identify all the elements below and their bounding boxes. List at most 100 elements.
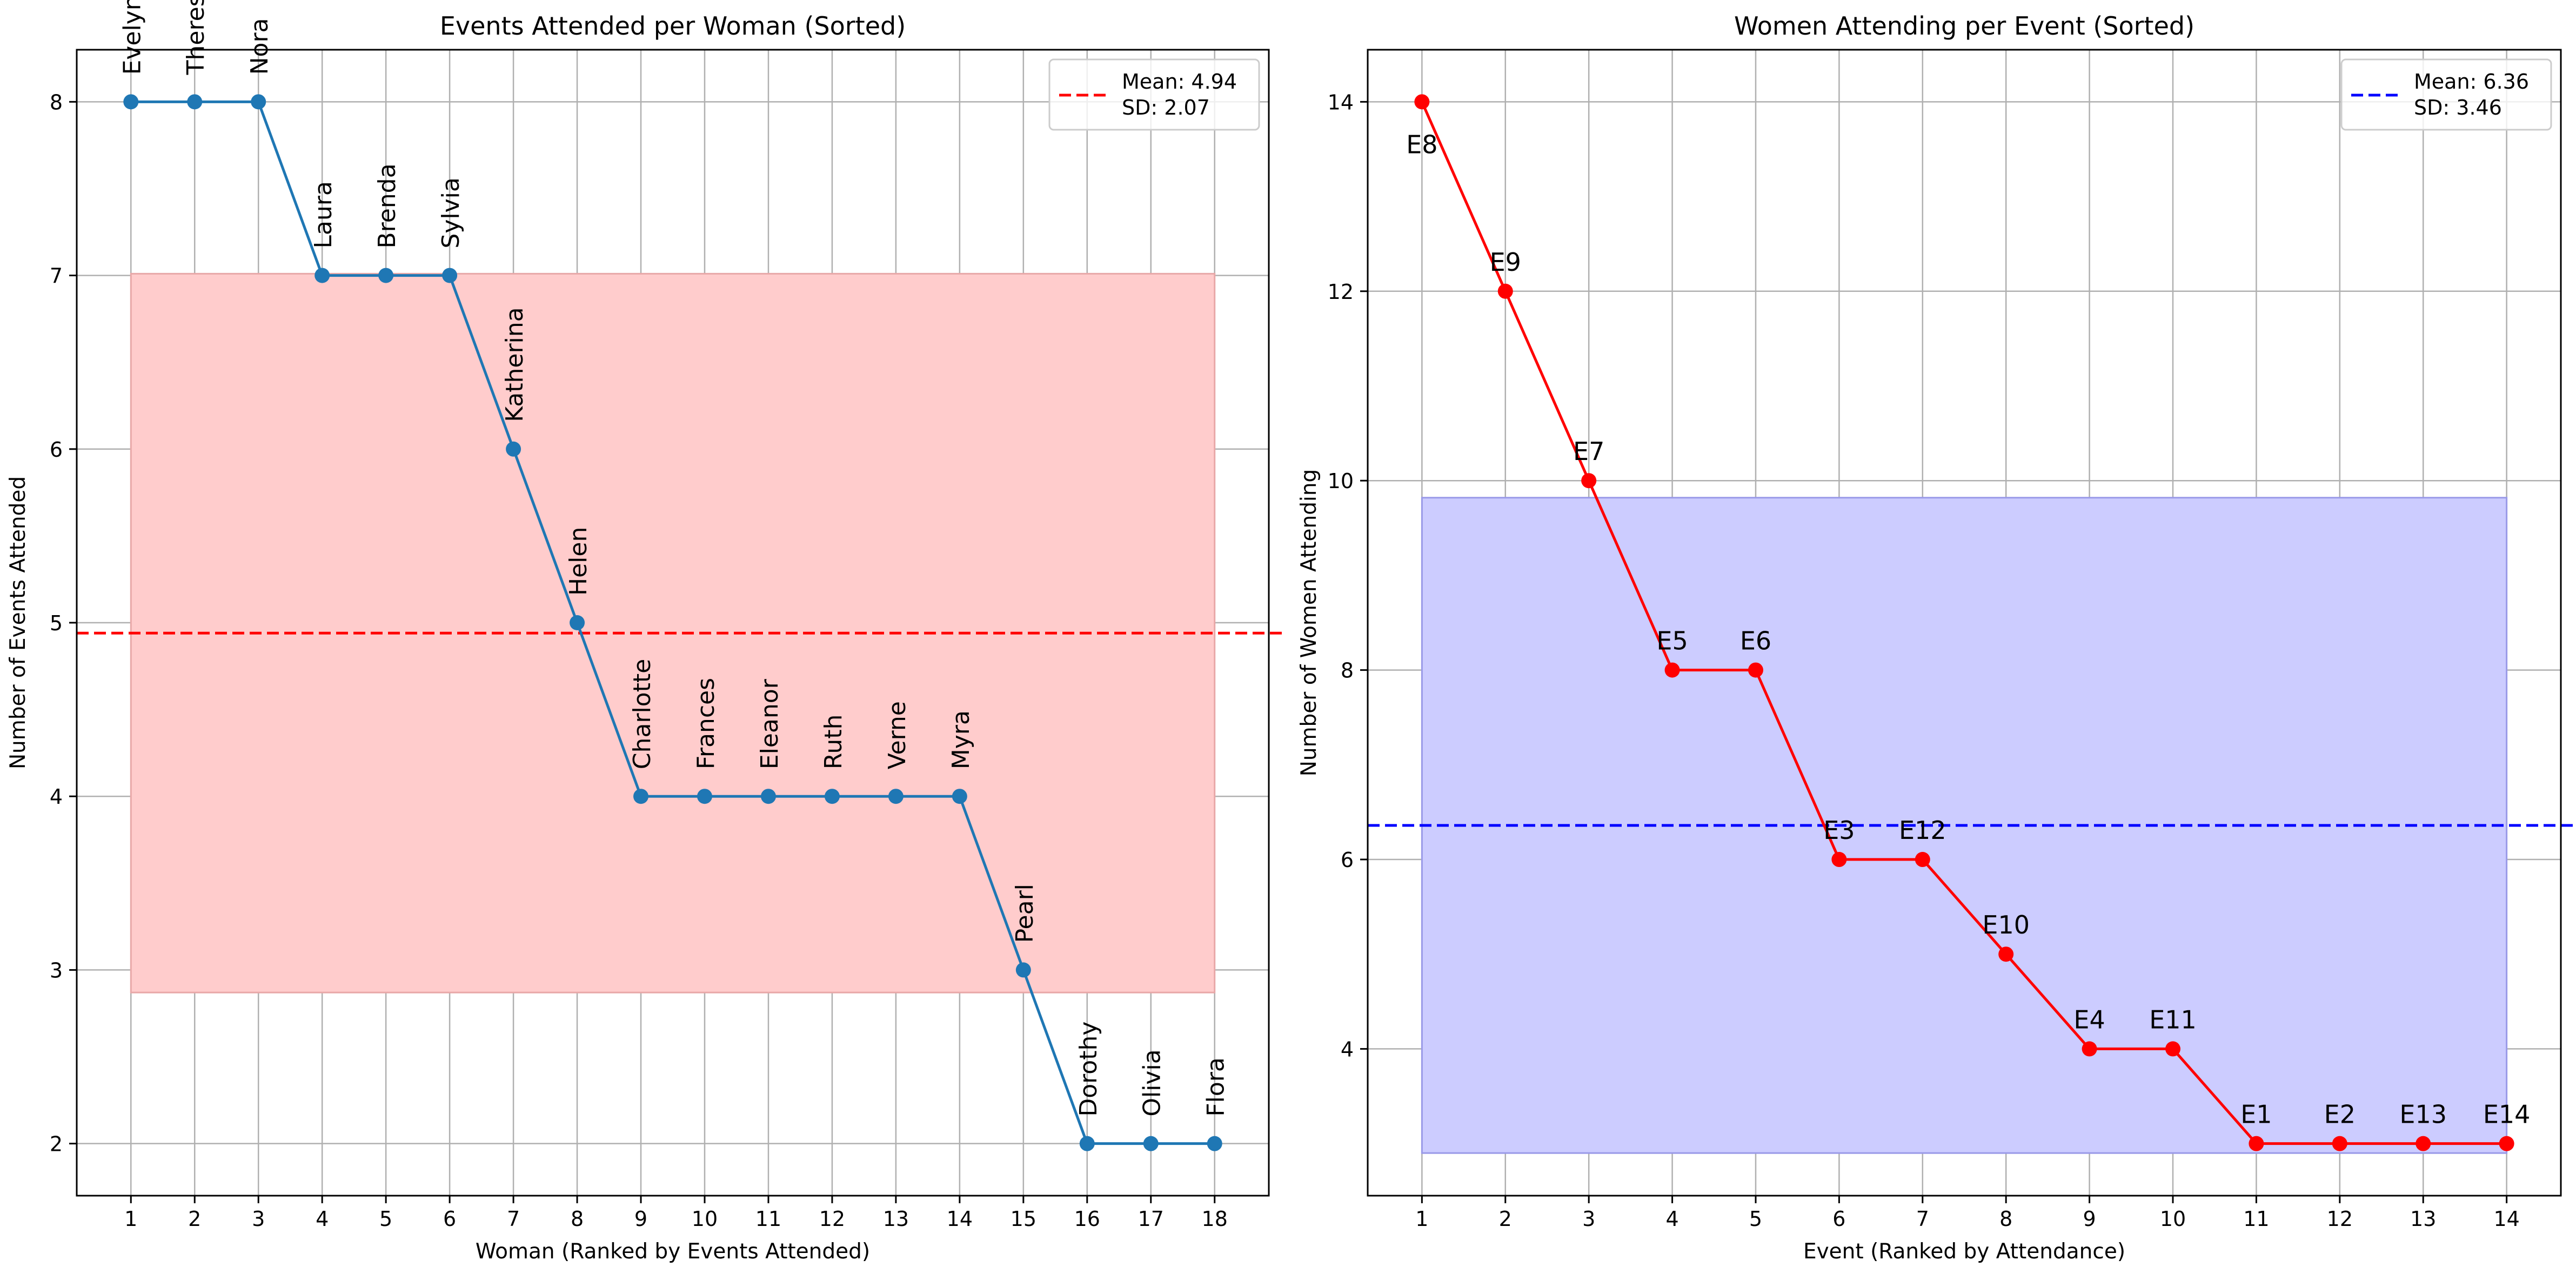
point-label: Brenda [373,163,401,248]
series-line [131,100,1215,1145]
point-label: Pearl [1011,884,1039,943]
series-line [1421,101,2507,1145]
x-tick-label: 11 [755,1207,781,1231]
point-label: Frances [692,678,720,769]
data-point [1079,1136,1095,1151]
data-point [1207,1136,1222,1151]
point-label: Ruth [820,715,847,770]
data-point [2332,1136,2347,1151]
x-tick-label: 3 [252,1207,265,1231]
x-tick-label: 14 [2493,1207,2519,1231]
x-tick-label: 5 [1749,1207,1762,1231]
data-point [1015,962,1031,978]
data-points [1414,94,2514,1151]
point-label: E5 [1656,626,1688,656]
x-tick-label: 17 [1138,1207,1164,1231]
legend-box [1048,58,1260,131]
legend-box [2340,58,2552,131]
x-tick-label: 4 [316,1207,329,1231]
data-point [123,94,139,110]
point-label: Olivia [1139,1049,1166,1116]
y-tick-label: 3 [50,958,63,982]
data-point [315,268,330,283]
x-tick-label: 13 [883,1207,909,1231]
series-polyline [1421,101,2507,1145]
point-label: Flora [1202,1057,1230,1117]
x-tick-label: 1 [1415,1207,1428,1231]
x-tick-label: 7 [1916,1207,1929,1231]
data-point [1664,662,1680,678]
point-label: E3 [1823,816,1855,845]
x-tick-label: 10 [2160,1207,2186,1231]
point-label: E7 [1573,437,1604,466]
data-point [1143,1136,1159,1151]
data-point [633,789,649,804]
data-point [824,789,840,804]
y-tick-label: 4 [50,785,63,809]
legend-mean-text: Mean: 4.94 [1122,70,1237,94]
y-ticks: 2 3 4 5 6 7 8 [50,90,77,1156]
point-label: E4 [2073,1005,2105,1034]
x-tick-label: 9 [634,1207,647,1231]
data-point [570,615,585,630]
legend-sd-text: SD: 2.07 [1122,96,1210,119]
point-label: E11 [2149,1005,2197,1034]
data-point [187,94,203,110]
data-point [1998,946,2014,962]
point-labels: E8 E9 E7 E5 E6 E3 E12 E10 E4 E11 E1 E2 E13 E14 [1406,130,2530,1129]
y-tick-label: 14 [1328,90,1354,114]
point-label: Nora [246,18,273,75]
data-point [2416,1136,2431,1151]
point-label: E10 [1982,910,2030,939]
x-tick-label: 5 [379,1207,392,1231]
point-label: E9 [1490,248,1521,277]
data-point [442,268,458,283]
data-point [1497,283,1513,299]
point-label: E1 [2240,1100,2272,1129]
point-label: Helen [565,527,592,596]
x-tick-label: 8 [1999,1207,2012,1231]
y-tick-label: 4 [1341,1037,1354,1061]
point-label: Verne [884,701,911,769]
data-point [1581,473,1597,489]
legend: Mean: 6.36 SD: 3.46 [2340,58,2552,131]
x-axis-label: Woman (Ranked by Events Attended) [476,1239,870,1264]
y-tick-label: 8 [1341,659,1354,683]
x-ticks: 1 2 3 4 5 6 7 8 9 10 11 12 13 14 [1415,1196,2520,1231]
point-label: E8 [1406,130,1437,159]
point-label: Theresa [182,0,210,75]
data-point [697,789,712,804]
x-tick-label: 13 [2410,1207,2436,1231]
events-per-woman-chart: Evelyn Theresa Nora Laura Brenda Sylvia Kather… [6,0,1285,1264]
x-tick-label: 6 [443,1207,456,1231]
data-points [123,94,1222,1151]
x-tick-label: 10 [692,1207,718,1231]
point-label: E12 [1899,816,1946,845]
legend: Mean: 4.94 SD: 2.07 [1048,58,1260,131]
x-tick-label: 16 [1074,1207,1100,1231]
data-point [2082,1041,2097,1057]
point-label: E2 [2324,1100,2356,1129]
data-point [2165,1041,2181,1057]
x-tick-label: 2 [1499,1207,1512,1231]
x-tick-label: 12 [819,1207,845,1231]
point-label: Dorothy [1075,1022,1102,1117]
point-label: Laura [310,181,337,248]
y-tick-label: 10 [1328,469,1354,493]
x-tick-label: 11 [2243,1207,2269,1231]
chart-title: Women Attending per Event (Sorted) [1734,11,2194,41]
data-point [506,441,521,457]
point-label: Sylvia [437,177,465,248]
legend-mean-text: Mean: 6.36 [2414,70,2529,94]
point-labels: Evelyn Theresa Nora Laura Brenda Sylvia Kather… [118,0,1229,1117]
y-axis-label: Number of Events Attended [6,476,30,769]
point-label: Katherina [501,307,528,422]
x-tick-label: 7 [507,1207,520,1231]
y-tick-label: 6 [1341,848,1354,872]
x-tick-label: 6 [1832,1207,1845,1231]
x-tick-label: 3 [1582,1207,1595,1231]
legend-sd-text: SD: 3.46 [2414,96,2502,119]
point-label: E14 [2483,1100,2531,1129]
